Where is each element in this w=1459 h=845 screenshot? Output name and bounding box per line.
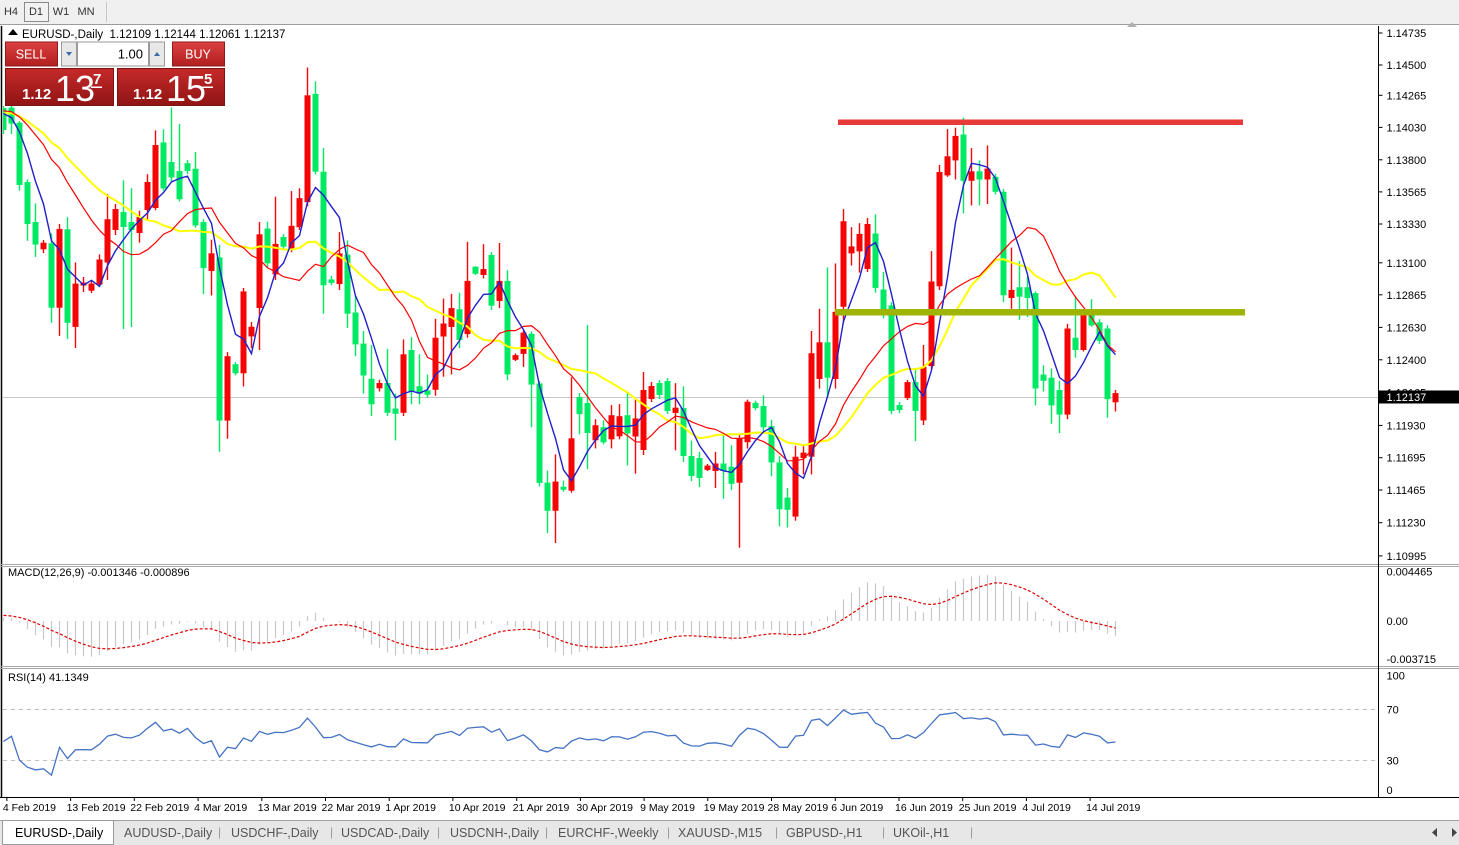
- svg-text:19 May 2019: 19 May 2019: [704, 802, 765, 814]
- svg-text:28 May 2019: 28 May 2019: [768, 802, 829, 814]
- svg-text:UKOil-,H1: UKOil-,H1: [893, 826, 949, 840]
- svg-text:100: 100: [1387, 671, 1405, 683]
- svg-text:5: 5: [204, 71, 212, 88]
- svg-text:1 Apr 2019: 1 Apr 2019: [385, 802, 436, 814]
- svg-text:4 Mar 2019: 4 Mar 2019: [194, 802, 247, 814]
- svg-text:-0.003715: -0.003715: [1387, 654, 1437, 666]
- svg-text:EURCHF-,Weekly: EURCHF-,Weekly: [558, 826, 659, 840]
- svg-text:13 Feb 2019: 13 Feb 2019: [67, 802, 126, 814]
- svg-text:|: |: [970, 825, 973, 839]
- svg-text:7: 7: [93, 71, 101, 88]
- svg-text:USDCHF-,Daily: USDCHF-,Daily: [231, 826, 319, 840]
- svg-text:AUDUSD-,Daily: AUDUSD-,Daily: [124, 826, 213, 840]
- svg-text:1.00: 1.00: [118, 47, 143, 62]
- svg-text:0.004465: 0.004465: [1387, 567, 1433, 579]
- svg-text:1.13100: 1.13100: [1387, 258, 1427, 270]
- svg-text:MN: MN: [77, 6, 94, 18]
- svg-text:1.14735: 1.14735: [1387, 28, 1427, 40]
- svg-text:1.11695: 1.11695: [1387, 453, 1426, 465]
- svg-text:1.14030: 1.14030: [1387, 122, 1427, 134]
- svg-text:1.13565: 1.13565: [1387, 187, 1427, 199]
- svg-text:1.12865: 1.12865: [1387, 290, 1427, 302]
- svg-text:1.11465: 1.11465: [1387, 485, 1426, 497]
- svg-text:1.12: 1.12: [133, 86, 162, 103]
- svg-text:30 Apr 2019: 30 Apr 2019: [576, 802, 633, 814]
- svg-text:0.00: 0.00: [1387, 616, 1408, 628]
- svg-text:1.14265: 1.14265: [1387, 90, 1427, 102]
- svg-text:SELL: SELL: [16, 48, 47, 62]
- svg-text:1.11230: 1.11230: [1387, 518, 1426, 530]
- svg-text:|: |: [882, 825, 885, 839]
- svg-text:1.14500: 1.14500: [1387, 60, 1427, 72]
- svg-text:D1: D1: [29, 6, 43, 18]
- svg-text:1.12: 1.12: [22, 86, 51, 103]
- svg-text:1.11930: 1.11930: [1387, 420, 1426, 432]
- svg-text:14 Jul 2019: 14 Jul 2019: [1086, 802, 1140, 814]
- svg-text:4 Jul 2019: 4 Jul 2019: [1022, 802, 1071, 814]
- svg-text:RSI(14) 41.1349: RSI(14) 41.1349: [8, 672, 89, 684]
- svg-text:|: |: [775, 825, 778, 839]
- svg-text:W1: W1: [53, 6, 70, 18]
- svg-text:1.13330: 1.13330: [1387, 219, 1427, 231]
- svg-text:13: 13: [55, 68, 95, 109]
- svg-text:21 Apr 2019: 21 Apr 2019: [513, 802, 570, 814]
- svg-text:6 Jun 2019: 6 Jun 2019: [831, 802, 883, 814]
- svg-text:1.12137: 1.12137: [1387, 392, 1427, 404]
- svg-text:10 Apr 2019: 10 Apr 2019: [449, 802, 506, 814]
- svg-text:13 Mar 2019: 13 Mar 2019: [258, 802, 317, 814]
- svg-text:XAUUSD-,M15: XAUUSD-,M15: [678, 826, 762, 840]
- svg-text:H4: H4: [4, 6, 18, 18]
- svg-text:1.12400: 1.12400: [1387, 355, 1427, 367]
- svg-text:|: |: [437, 825, 440, 839]
- svg-text:4 Feb 2019: 4 Feb 2019: [3, 802, 56, 814]
- svg-text:USDCAD-,Daily: USDCAD-,Daily: [341, 826, 430, 840]
- svg-text:|: |: [667, 825, 670, 839]
- svg-text:EURUSD-,Daily 1.12109 1.12144: EURUSD-,Daily 1.12109 1.12144 1.12061 1.…: [22, 29, 285, 41]
- svg-text:|: |: [545, 825, 548, 839]
- svg-text:1.12630: 1.12630: [1387, 322, 1427, 334]
- svg-text:25 Jun 2019: 25 Jun 2019: [959, 802, 1017, 814]
- svg-text:30: 30: [1387, 756, 1399, 768]
- svg-text:16 Jun 2019: 16 Jun 2019: [895, 802, 953, 814]
- svg-text:|: |: [218, 825, 221, 839]
- svg-text:22 Mar 2019: 22 Mar 2019: [322, 802, 381, 814]
- svg-text:|: |: [330, 825, 333, 839]
- svg-text:1.10995: 1.10995: [1387, 551, 1427, 563]
- svg-text:22 Feb 2019: 22 Feb 2019: [130, 802, 189, 814]
- svg-text:70: 70: [1387, 705, 1399, 717]
- svg-text:15: 15: [166, 68, 206, 109]
- svg-text:9 May 2019: 9 May 2019: [640, 802, 695, 814]
- svg-text:0: 0: [1387, 785, 1393, 797]
- svg-text:1.13800: 1.13800: [1387, 155, 1427, 167]
- svg-text:BUY: BUY: [185, 48, 211, 62]
- svg-text:GBPUSD-,H1: GBPUSD-,H1: [786, 826, 862, 840]
- svg-text:EURUSD-,Daily: EURUSD-,Daily: [15, 826, 104, 840]
- svg-text:USDCNH-,Daily: USDCNH-,Daily: [450, 826, 540, 840]
- svg-text:MACD(12,26,9) -0.001346 -0.000: MACD(12,26,9) -0.001346 -0.000896: [8, 567, 190, 579]
